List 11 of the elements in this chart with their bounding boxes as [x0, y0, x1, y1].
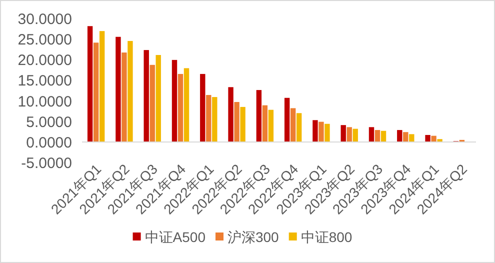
y-tick-label: 25.0000 — [18, 31, 72, 48]
y-tick-label: 0.0000 — [26, 134, 72, 152]
y-tick-label: -5.0000 — [21, 155, 72, 172]
legend-label: 中证800 — [300, 229, 352, 245]
legend-label: 中证A500 — [144, 229, 206, 245]
y-tick-label: 5.0000 — [26, 114, 72, 131]
y-tick-label: 30.0000 — [18, 10, 72, 28]
legend-label: 沪深300 — [227, 229, 280, 245]
y-tick-label: 15.0000 — [18, 72, 72, 90]
y-tick-label: 10.0000 — [18, 93, 72, 110]
y-tick-label: 20.0000 — [18, 52, 72, 70]
